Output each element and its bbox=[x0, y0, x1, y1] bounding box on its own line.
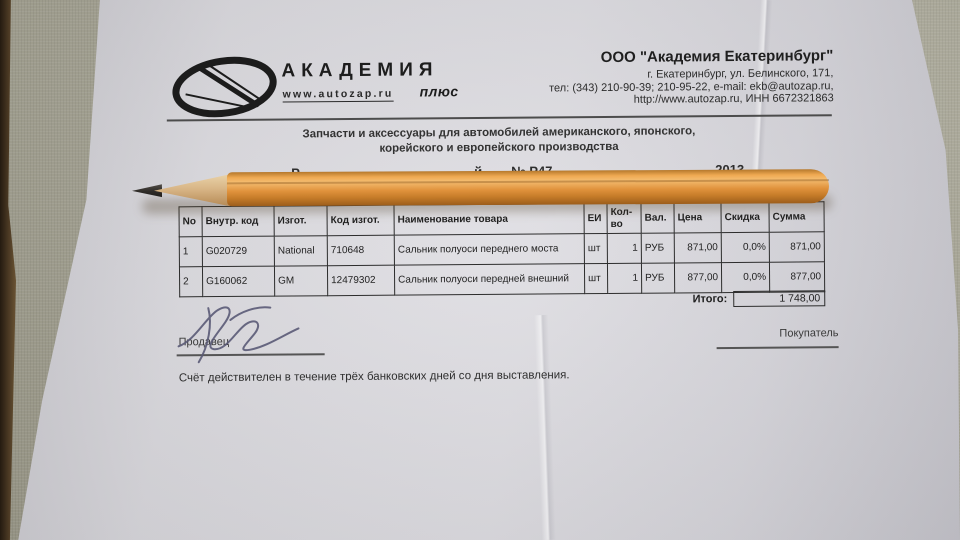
table-cell: шт bbox=[584, 263, 608, 294]
total-value: 1 748,00 bbox=[733, 289, 826, 307]
table-cell: G160062 bbox=[202, 266, 275, 297]
company-block: ООО "Академия Екатеринбург" г. Екатеринб… bbox=[468, 47, 834, 107]
document-subtitle: Запчасти и аксессуары для автомобилей ам… bbox=[169, 123, 829, 157]
brand-suffix: плюс bbox=[419, 83, 459, 100]
table-cell: РУБ bbox=[641, 232, 675, 264]
company-name: ООО "Академия Екатеринбург" bbox=[600, 47, 834, 67]
table-cell: 871,00 bbox=[674, 232, 722, 263]
table-cell: 1 bbox=[179, 236, 203, 267]
pencil-wood-cone bbox=[154, 174, 230, 206]
table-cell: 877,00 bbox=[674, 262, 722, 293]
table-cell: GM bbox=[274, 265, 328, 297]
table-cell: National bbox=[274, 235, 328, 267]
pencil-body bbox=[226, 169, 830, 207]
company-web-inn: http://www.autozap.ru, ИНН 6672321863 bbox=[633, 92, 834, 106]
academia-logo-icon bbox=[172, 56, 277, 118]
table-cell: G020729 bbox=[202, 236, 275, 267]
validity-note: Счёт действителен в течение трёх банковс… bbox=[178, 369, 570, 385]
table-cell: 877,00 bbox=[769, 261, 825, 293]
table-cell: 871,00 bbox=[769, 231, 825, 263]
brand-name: АКАДЕМИЯ bbox=[281, 59, 439, 82]
total-label: Итого: bbox=[692, 292, 728, 305]
table-cell: Сальник полуоси передней внешний bbox=[394, 263, 585, 296]
table-cell: 12479302 bbox=[327, 265, 395, 296]
table-cell: 1 bbox=[607, 263, 642, 294]
table-cell: 710648 bbox=[327, 235, 395, 266]
table-cell: РУБ bbox=[641, 262, 675, 294]
table-cell: Сальник полуоси переднего моста bbox=[394, 233, 585, 266]
buyer-label: Покупатель bbox=[779, 327, 839, 340]
buyer-signature-line bbox=[716, 346, 839, 349]
items-table: No Внутр. код Изгот. Код изгот. Наименов… bbox=[178, 201, 825, 297]
signature-scribble bbox=[177, 306, 300, 364]
table-cell: шт bbox=[584, 233, 608, 264]
pencil bbox=[132, 167, 830, 211]
table-cell: 1 bbox=[607, 233, 642, 264]
table-cell: 2 bbox=[179, 266, 203, 297]
table-cell: 0,0% bbox=[721, 262, 770, 293]
table-cell: 0,0% bbox=[721, 232, 770, 263]
brand-website: www.autozap.ru bbox=[282, 87, 394, 103]
